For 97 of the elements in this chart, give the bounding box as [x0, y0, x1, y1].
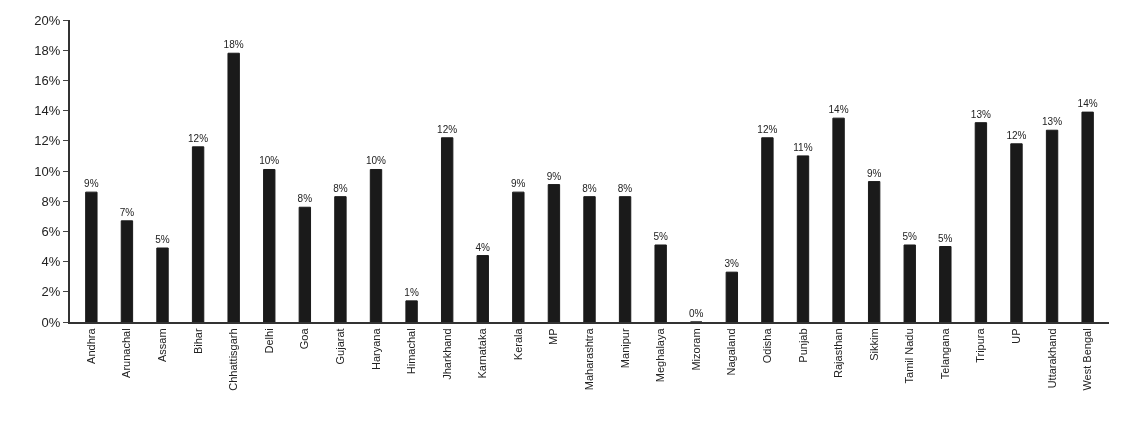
x-tick-label: Karnataka: [476, 327, 489, 379]
data-label: 18%: [223, 39, 244, 51]
y-tick-label: 20%: [34, 12, 61, 28]
data-label: 8%: [297, 193, 313, 205]
data-label: 9%: [84, 178, 99, 190]
x-tick-label: West Bengal: [1081, 328, 1094, 391]
data-label: 9%: [866, 167, 882, 179]
data-label: 4%: [475, 241, 491, 253]
data-label: 12%: [437, 123, 458, 135]
data-label: 9%: [546, 170, 562, 182]
data-label: 3%: [724, 258, 740, 270]
data-label: 14%: [828, 104, 849, 116]
bar: [1045, 129, 1059, 322]
bar: [796, 155, 810, 322]
x-tick-label: Tripura: [974, 327, 987, 363]
x-tick-label: UP: [1010, 328, 1023, 344]
x-tick-label: Goa: [298, 327, 311, 350]
data-label: 8%: [333, 182, 348, 194]
bar: [227, 52, 240, 322]
bar: [974, 122, 988, 322]
x-tick-label: Uttarakhand: [1045, 328, 1058, 389]
x-tick-label: Punjab: [796, 328, 809, 363]
x-tick-label: Maharashtra: [583, 327, 596, 391]
y-tick-label: 4%: [41, 254, 61, 270]
data-label: 13%: [970, 108, 991, 120]
data-label: 5%: [938, 232, 953, 244]
x-tick-label: Arunachal: [120, 328, 133, 378]
bar: [263, 168, 276, 322]
y-tick-label: 16%: [34, 72, 61, 88]
y-tick-label: 10%: [34, 163, 61, 179]
bar: [85, 191, 98, 322]
bar: [903, 244, 916, 322]
bar: [369, 168, 383, 322]
x-tick-label: Meghalaya: [654, 327, 667, 383]
x-tick-label: Assam: [156, 328, 169, 363]
data-label: 11%: [793, 141, 813, 153]
x-tick-label: Rajasthan: [832, 328, 845, 378]
x-tick-label: Himachal: [405, 328, 418, 375]
x-tick-label: MP: [547, 328, 560, 345]
data-label: 14%: [1077, 98, 1098, 110]
data-label: 5%: [653, 230, 668, 242]
y-tick-label: 14%: [34, 103, 61, 119]
bar: [298, 206, 312, 322]
bar: [867, 181, 881, 322]
x-tick-label: Nagaland: [725, 328, 738, 376]
y-tick-label: 6%: [41, 223, 61, 239]
data-label: 10%: [259, 155, 280, 167]
x-tick-label: Kerala: [511, 327, 524, 361]
bar: [654, 244, 667, 322]
data-label: 10%: [365, 155, 387, 167]
data-label: 12%: [757, 123, 778, 135]
x-tick-label: Gujarat: [334, 328, 346, 365]
bar: [120, 220, 134, 322]
x-tick-label: Chhattisgarh: [227, 328, 240, 391]
x-tick-label: Bihar: [191, 328, 204, 355]
x-tick-label: Telangana: [938, 327, 951, 380]
data-label: 7%: [119, 206, 135, 218]
bar: [832, 117, 845, 322]
bar: [156, 247, 169, 322]
data-label: 12%: [188, 132, 209, 144]
bar: [512, 191, 525, 322]
bar: [334, 196, 347, 322]
x-tick-label: Delhi: [262, 328, 275, 354]
y-tick-label: 2%: [41, 284, 61, 300]
x-tick-label: Tamil Nadu: [903, 328, 916, 384]
x-tick-label: Andhra: [84, 327, 97, 364]
data-label: 5%: [902, 230, 918, 242]
bar: [583, 196, 596, 322]
bar: [191, 146, 205, 322]
data-label: 8%: [582, 182, 597, 194]
x-tick-label: Sikkim: [867, 328, 880, 361]
bar: [440, 137, 454, 322]
x-tick-label: Odisha: [760, 327, 773, 364]
data-label: 12%: [1006, 129, 1027, 141]
data-label: 8%: [617, 182, 633, 194]
y-tick-label: 18%: [34, 42, 61, 58]
bar: [1010, 143, 1023, 322]
x-tick-label: Manipur: [618, 328, 631, 369]
x-tick-label: Mizoram: [689, 328, 702, 371]
y-tick-label: 8%: [41, 193, 61, 209]
y-tick-label: 12%: [34, 133, 61, 149]
data-label: 0%: [688, 308, 704, 319]
bar: [405, 300, 418, 322]
bar: [1081, 111, 1094, 322]
bar: [618, 196, 632, 322]
y-tick-label: 0%: [41, 314, 61, 330]
data-label: 1%: [404, 286, 419, 298]
data-label: 13%: [1042, 116, 1063, 128]
bar: [939, 246, 952, 322]
bar: [725, 271, 739, 322]
x-tick-label: Jharkhand: [440, 328, 453, 380]
x-tick-label: Haryana: [369, 327, 382, 370]
bar: [761, 137, 774, 322]
bar: [547, 184, 561, 322]
data-label: 9%: [511, 178, 526, 190]
data-label: 5%: [155, 234, 170, 246]
bar: [476, 255, 489, 322]
